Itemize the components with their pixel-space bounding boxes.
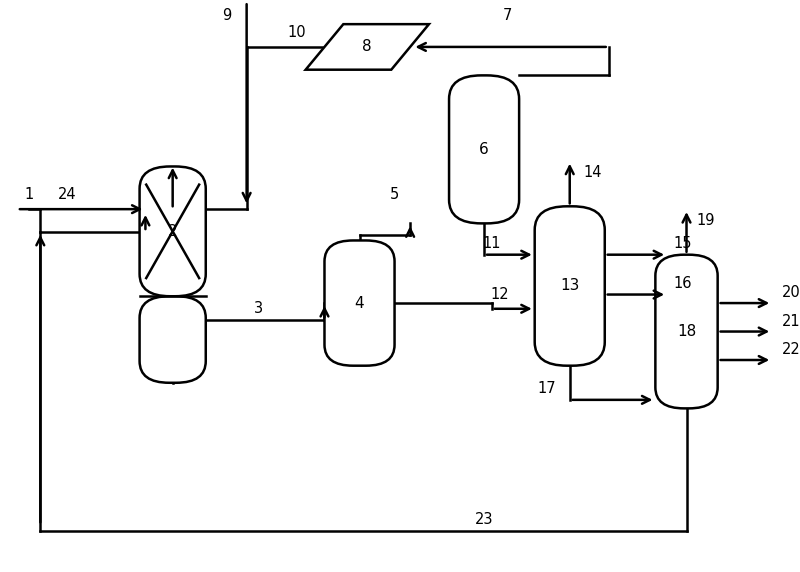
Text: 3: 3 bbox=[254, 301, 263, 316]
Text: 12: 12 bbox=[490, 287, 509, 302]
Text: 16: 16 bbox=[674, 276, 692, 291]
Text: 4: 4 bbox=[354, 296, 364, 311]
Text: 15: 15 bbox=[674, 236, 692, 251]
Text: 24: 24 bbox=[58, 188, 77, 202]
Text: 21: 21 bbox=[782, 314, 800, 329]
Text: 1: 1 bbox=[24, 188, 34, 202]
Text: 11: 11 bbox=[482, 236, 501, 251]
Text: 23: 23 bbox=[475, 512, 494, 527]
FancyBboxPatch shape bbox=[139, 166, 206, 296]
Text: 9: 9 bbox=[222, 8, 232, 23]
Text: 18: 18 bbox=[677, 324, 696, 339]
Text: 20: 20 bbox=[782, 285, 800, 300]
Text: 2: 2 bbox=[168, 224, 178, 239]
FancyBboxPatch shape bbox=[655, 255, 718, 408]
Polygon shape bbox=[306, 24, 429, 70]
FancyBboxPatch shape bbox=[534, 206, 605, 366]
FancyBboxPatch shape bbox=[139, 296, 206, 383]
Text: 7: 7 bbox=[502, 8, 512, 23]
Text: 6: 6 bbox=[479, 142, 489, 157]
Text: 22: 22 bbox=[782, 342, 800, 358]
FancyBboxPatch shape bbox=[449, 76, 519, 224]
Text: 17: 17 bbox=[537, 381, 556, 396]
Text: 10: 10 bbox=[288, 25, 306, 40]
Text: 5: 5 bbox=[390, 188, 399, 202]
Text: 14: 14 bbox=[584, 165, 602, 180]
Text: 13: 13 bbox=[560, 279, 579, 293]
Text: 8: 8 bbox=[362, 39, 372, 54]
Text: 19: 19 bbox=[697, 213, 715, 228]
FancyBboxPatch shape bbox=[325, 240, 394, 366]
